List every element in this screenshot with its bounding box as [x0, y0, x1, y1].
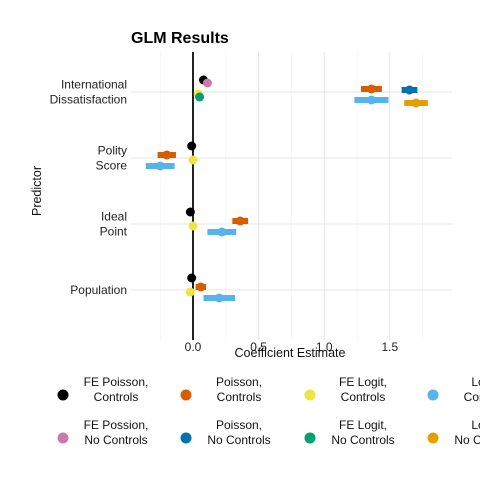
coefficient-point	[217, 227, 227, 237]
legend-swatch	[57, 432, 69, 444]
x-tick-label: 0.5	[250, 340, 267, 354]
data-marks	[145, 75, 428, 303]
coefficient-point	[366, 95, 376, 105]
legend-label: Poisson, No Controls	[207, 418, 270, 447]
legend-swatch	[304, 432, 316, 444]
legend-item: Logit,Controls	[427, 375, 480, 404]
legend-item: FE Logit, Controls	[304, 375, 387, 404]
coefficient-point	[187, 273, 197, 283]
coefficient-point	[235, 216, 245, 226]
y-tick-label: Ideal Point	[100, 210, 128, 239]
coefficient-point	[404, 85, 414, 95]
coefficient-point	[185, 207, 195, 217]
x-axis-title: Coefficient Estimate	[235, 346, 346, 360]
coefficient-point	[185, 287, 195, 297]
legend-swatch	[304, 389, 316, 401]
legend: FE Poisson, Controls Poisson, Controls FE Lo…	[57, 375, 480, 447]
legend-item: Poisson, Controls	[180, 375, 262, 404]
legend-item: FE Poisson, Controls	[57, 375, 149, 404]
coefficient-point	[188, 221, 198, 231]
legend-swatch	[427, 389, 439, 401]
coefficient-point	[214, 293, 224, 303]
coefficient-point	[195, 92, 205, 102]
y-tick-label: International Dissatisfaction	[50, 78, 127, 107]
legend-label: Logit,Controls	[464, 375, 480, 404]
coefficient-point	[202, 78, 212, 88]
coefficient-point	[366, 84, 376, 94]
y-tick-label: Polity Score	[96, 144, 128, 173]
legend-swatch	[57, 389, 69, 401]
coefficient-point	[411, 98, 421, 108]
legend-label: Poisson, Controls	[216, 375, 262, 404]
legend-swatch	[427, 432, 439, 444]
x-tick-label: 1.5	[381, 340, 398, 354]
y-tick-label: Population	[70, 283, 127, 297]
axes: 0.0 0.5 1.0 1.5 International Dissatisfaction…	[50, 78, 399, 354]
legend-swatch	[180, 389, 192, 401]
legend-item: Poisson, No Controls	[180, 418, 271, 447]
coefficient-point	[162, 150, 172, 160]
x-tick-label: 0.0	[185, 340, 202, 354]
coefficient-point	[155, 161, 165, 171]
grid	[131, 52, 452, 340]
legend-item: FE Logit, No Controls	[304, 418, 395, 447]
legend-item: FE Possion, No Controls	[57, 418, 149, 447]
coefficient-point	[196, 282, 206, 292]
y-axis-title: Predictor	[30, 166, 44, 216]
legend-label: FE Possion, No Controls	[84, 418, 149, 447]
coefficient-point	[188, 155, 198, 165]
legend-label: FE Logit, Controls	[339, 375, 387, 404]
legend-swatch	[180, 432, 192, 444]
legend-label: FE Poisson, Controls	[84, 375, 149, 404]
x-tick-label: 1.0	[316, 340, 333, 354]
legend-label: FE Logit, No Controls	[331, 418, 394, 447]
chart-title: GLM Results	[131, 30, 229, 47]
coefficient-point	[187, 141, 197, 151]
legend-label: Logit,No Controls	[454, 418, 480, 447]
legend-item: Logit,No Controls	[427, 418, 480, 447]
